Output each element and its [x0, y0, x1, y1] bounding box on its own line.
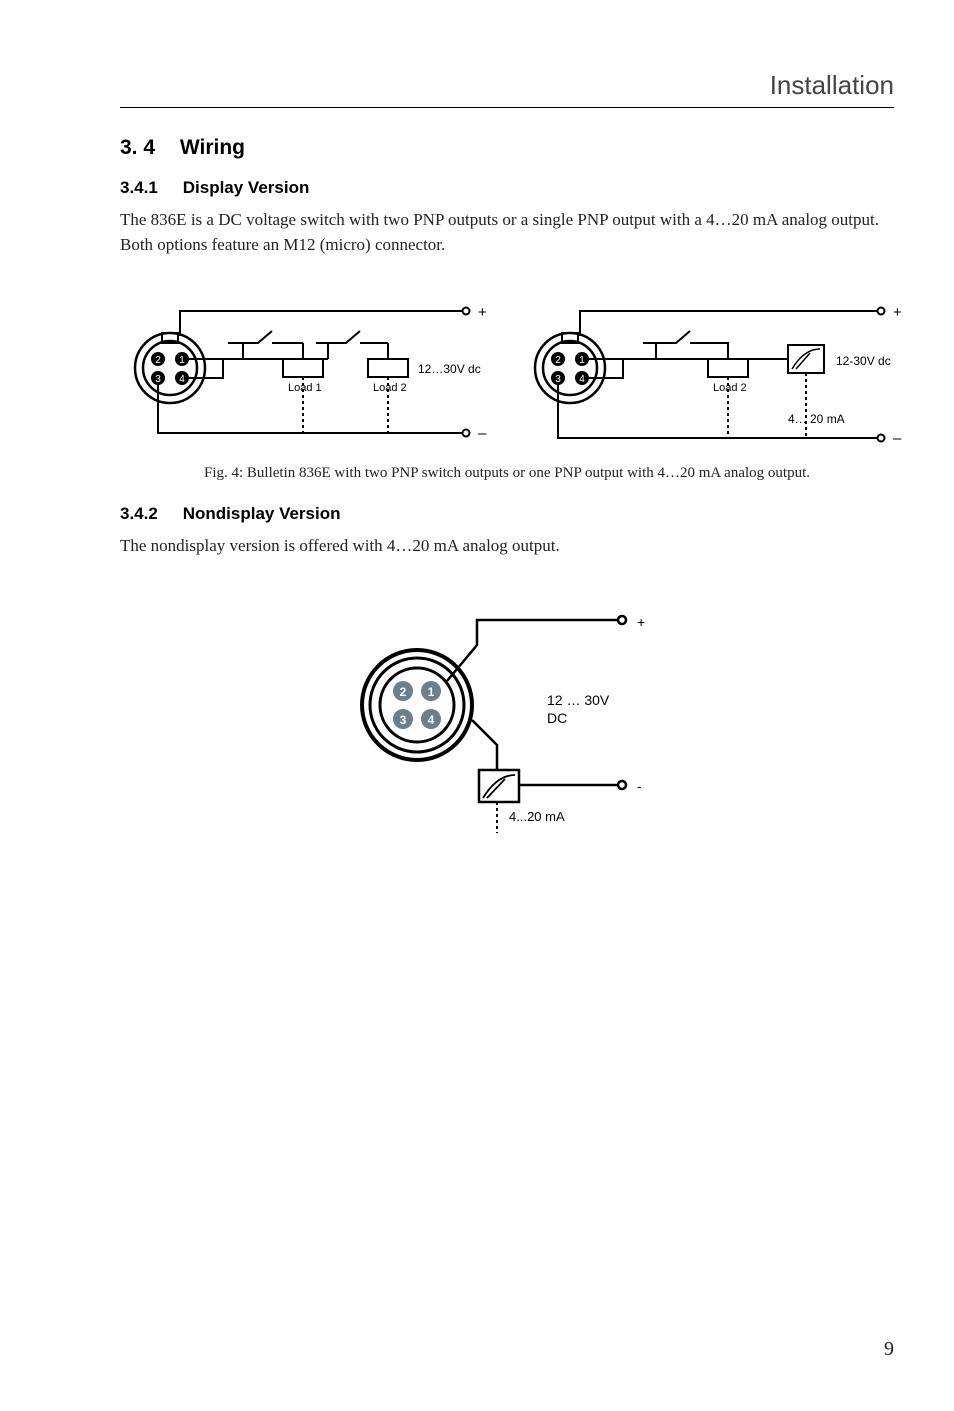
svg-text:4: 4: [428, 713, 435, 727]
svg-text:2: 2: [400, 685, 407, 699]
svg-text:1: 1: [179, 355, 185, 366]
svg-text:2: 2: [555, 355, 561, 366]
svg-text:4...20 mA: 4...20 mA: [509, 809, 565, 824]
svg-text:12…30V dc: 12…30V dc: [418, 362, 481, 376]
svg-text:1: 1: [428, 685, 435, 699]
section-title: Wiring: [180, 136, 245, 159]
subsection-2-number: 3.4.2: [120, 504, 178, 524]
subsection-2-paragraph: The nondisplay version is offered with 4…: [120, 534, 894, 559]
svg-text:Load 2: Load 2: [713, 382, 747, 394]
subsection-1-title: Display Version: [183, 178, 310, 197]
svg-text:4: 4: [579, 374, 585, 385]
svg-text:+: +: [893, 304, 902, 321]
subsection-1-heading: 3.4.1 Display Version: [120, 178, 894, 198]
figure-4-caption: Fig. 4: Bulletin 836E with two PNP switc…: [120, 465, 894, 482]
svg-text:12 … 30V: 12 … 30V: [547, 692, 610, 708]
section-number: 3. 4: [120, 136, 174, 160]
diagram-two-pnp: 2 1 3 4 + – Load 1: [128, 283, 518, 453]
svg-text:Load 2: Load 2: [373, 382, 407, 394]
svg-text:+: +: [478, 304, 487, 321]
svg-text:Load 1: Load 1: [288, 382, 322, 394]
page-header: Installation: [120, 70, 894, 108]
svg-text:1: 1: [579, 355, 585, 366]
svg-text:+: +: [637, 614, 645, 630]
svg-text:12-30V dc: 12-30V dc: [836, 354, 891, 368]
svg-text:–: –: [478, 425, 487, 442]
page-number: 9: [884, 1338, 894, 1361]
svg-text:2: 2: [155, 355, 161, 366]
subsection-1-paragraph: The 836E is a DC voltage switch with two…: [120, 208, 894, 257]
svg-text:4… 20 mA: 4… 20 mA: [788, 412, 845, 426]
svg-text:DC: DC: [547, 710, 567, 726]
figure-4-row: 2 1 3 4 + – Load 1: [128, 283, 894, 453]
header-title: Installation: [770, 70, 894, 100]
diagram-pnp-analog: 2 1 3 4 + – Load 2: [528, 283, 918, 453]
svg-text:4: 4: [179, 374, 185, 385]
svg-text:–: –: [893, 430, 902, 447]
subsection-2-heading: 3.4.2 Nondisplay Version: [120, 504, 894, 524]
subsection-1-number: 3.4.1: [120, 178, 178, 198]
svg-text:-: -: [637, 778, 642, 794]
subsection-2-title: Nondisplay Version: [183, 504, 341, 523]
figure-nondisplay: 1 2 3 4 + 12 … 30V DC - 4.: [120, 585, 894, 845]
svg-text:3: 3: [400, 713, 407, 727]
section-heading: 3. 4 Wiring: [120, 136, 894, 160]
